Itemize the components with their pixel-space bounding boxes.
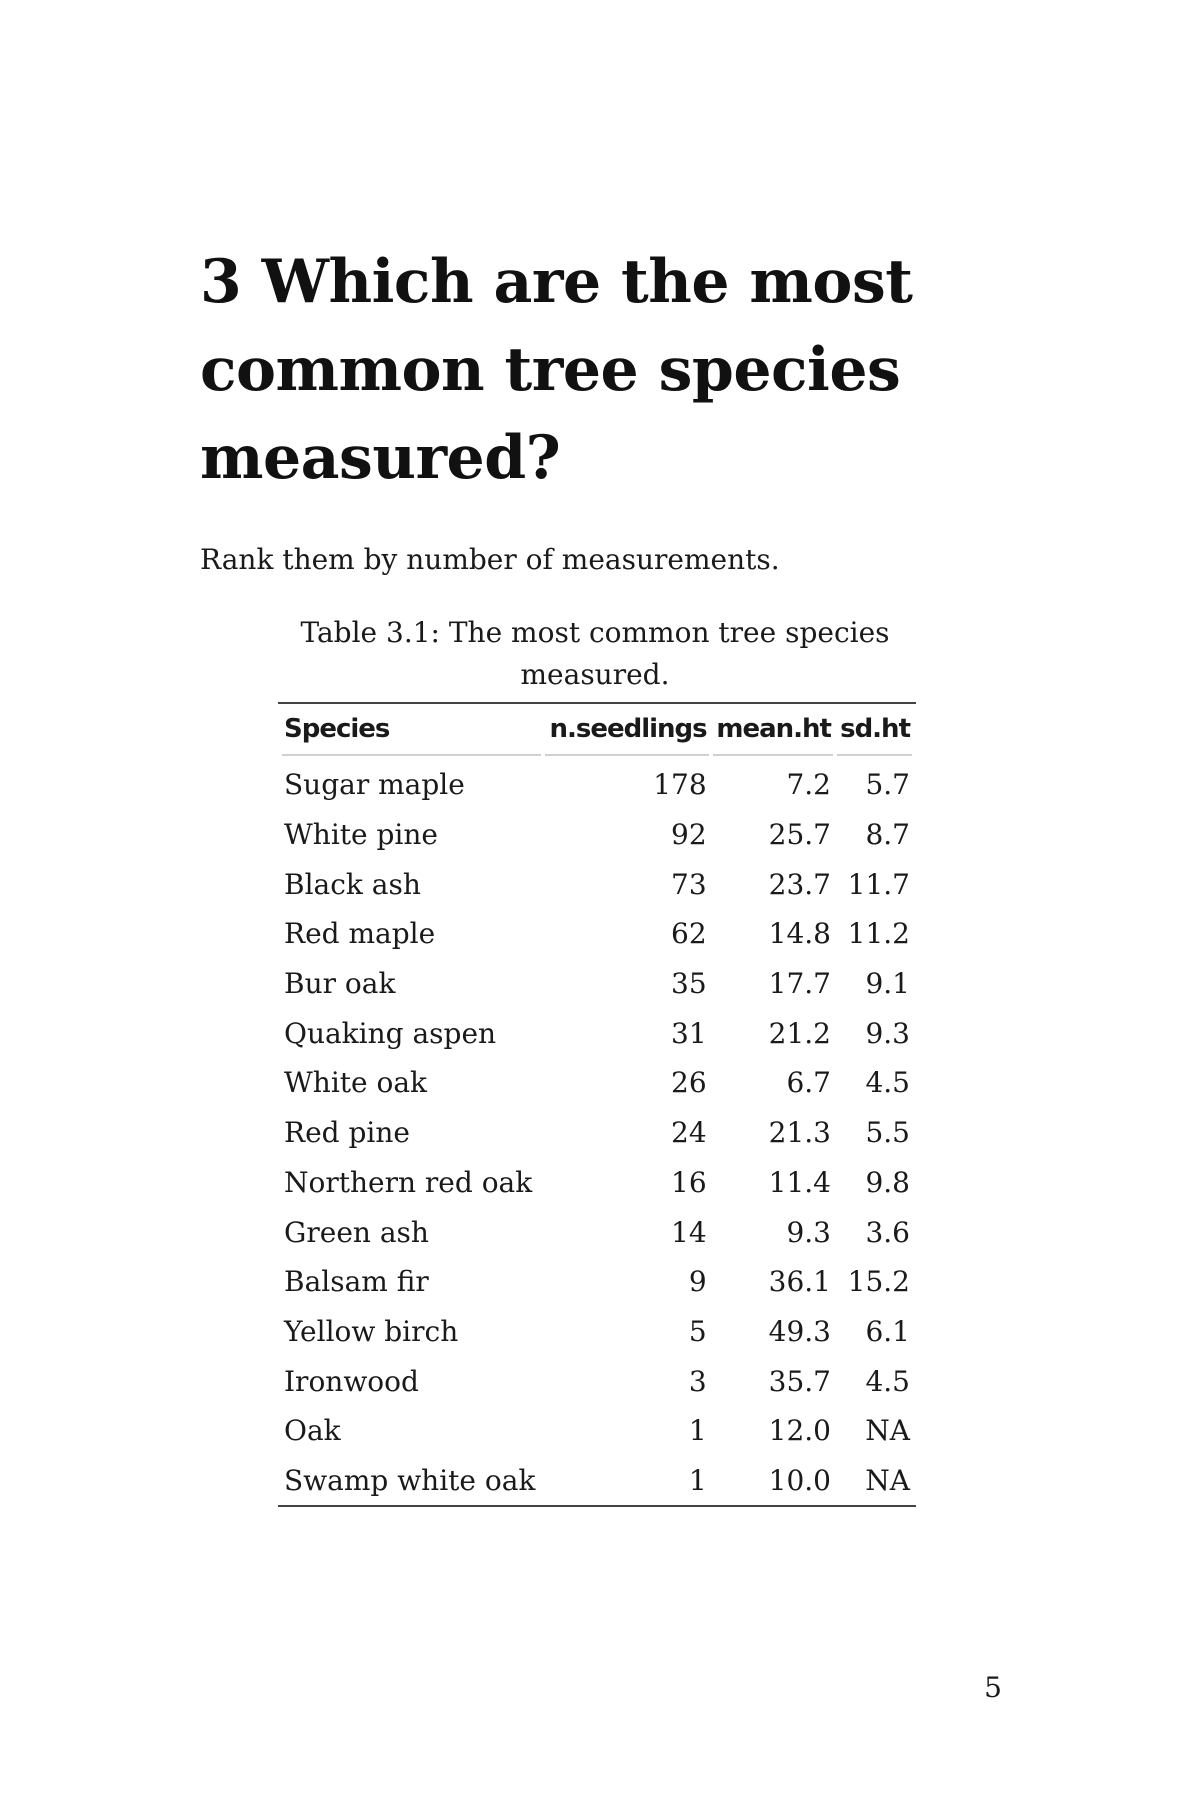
table-row: Red pine 24 21.3 5.5 (282, 1108, 912, 1158)
column-header-mean-ht: mean.ht (712, 704, 833, 756)
mean-ht-cell: 17.7 (768, 967, 831, 1001)
n-seedlings-cell: 5 (688, 1314, 707, 1348)
table-row: Ironwood 3 35.7 4.5 (282, 1356, 912, 1406)
intro-text: Rank them by number of measurements. (200, 543, 780, 576)
sd-ht-cell: NA (865, 1414, 910, 1448)
table-row: Northern red oak 16 11.4 9.8 (282, 1158, 912, 1208)
mean-ht-cell: 21.2 (768, 1016, 831, 1050)
column-header-sd-ht: sd.ht (836, 704, 912, 756)
n-seedlings-cell: 26 (671, 1066, 707, 1100)
sd-ht-cell: 9.1 (865, 967, 910, 1001)
sd-ht-cell: 5.5 (865, 1116, 910, 1150)
sd-ht-cell: 9.3 (865, 1016, 910, 1050)
species-cell: White oak (284, 1066, 428, 1100)
species-table: Species n.seedlings mean.ht sd.ht Sugar … (278, 704, 916, 1505)
species-cell: Red pine (284, 1116, 410, 1150)
sd-ht-cell: 15.2 (847, 1265, 910, 1299)
n-seedlings-cell: 62 (671, 917, 707, 951)
species-cell: White pine (284, 818, 438, 852)
sd-ht-cell: 3.6 (865, 1215, 910, 1249)
table-row: Black ash 73 23.7 11.7 (282, 859, 912, 909)
mean-ht-cell: 23.7 (768, 867, 831, 901)
species-cell: Red maple (284, 917, 436, 951)
n-seedlings-cell: 1 (688, 1463, 707, 1497)
n-seedlings-cell: 92 (671, 818, 707, 852)
sd-ht-cell: 8.7 (865, 818, 910, 852)
sd-ht-cell: 4.5 (865, 1364, 910, 1398)
table-body: Sugar maple 178 7.2 5.7 White pine 92 25.7 8.7 B… (282, 756, 912, 1505)
sd-ht-cell: 9.8 (865, 1165, 910, 1199)
mean-ht-cell: 35.7 (768, 1364, 831, 1398)
species-table-container: Species n.seedlings mean.ht sd.ht Sugar … (278, 702, 916, 1508)
column-header-n-seedlings: n.seedlings (545, 704, 709, 756)
mean-ht-cell: 10.0 (768, 1463, 831, 1497)
n-seedlings-cell: 31 (671, 1016, 707, 1050)
table-row: White oak 26 6.7 4.5 (282, 1058, 912, 1108)
sd-ht-cell: 4.5 (865, 1066, 910, 1100)
n-seedlings-cell: 3 (688, 1364, 707, 1398)
table-row: Oak 1 12.0 NA (282, 1406, 912, 1456)
mean-ht-cell: 25.7 (768, 818, 831, 852)
mean-ht-cell: 12.0 (768, 1414, 831, 1448)
sd-ht-cell: NA (865, 1463, 910, 1497)
table-row: Swamp white oak 1 10.0 NA (282, 1456, 912, 1506)
table-row: White pine 92 25.7 8.7 (282, 810, 912, 860)
table-row: Red maple 62 14.8 11.2 (282, 909, 912, 959)
table-row: Balsam fir 9 36.1 15.2 (282, 1257, 912, 1307)
n-seedlings-cell: 24 (671, 1116, 707, 1150)
n-seedlings-cell: 35 (671, 967, 707, 1001)
sd-ht-cell: 6.1 (865, 1314, 910, 1348)
n-seedlings-cell: 16 (671, 1165, 707, 1199)
species-cell: Bur oak (284, 967, 396, 1001)
mean-ht-cell: 36.1 (768, 1265, 831, 1299)
mean-ht-cell: 6.7 (786, 1066, 831, 1100)
n-seedlings-cell: 73 (671, 867, 707, 901)
page-number: 5 (984, 1671, 1002, 1704)
species-cell: Oak (284, 1414, 341, 1448)
species-cell: Black ash (284, 867, 421, 901)
n-seedlings-cell: 178 (653, 768, 707, 802)
table-row: Yellow birch 5 49.3 6.1 (282, 1307, 912, 1357)
mean-ht-cell: 14.8 (768, 917, 831, 951)
chapter-title: 3 Which are the most common tree species… (200, 247, 913, 493)
species-cell: Balsam fir (284, 1265, 429, 1299)
species-cell: Yellow birch (284, 1314, 459, 1348)
species-cell: Ironwood (284, 1364, 419, 1398)
table-row: Bur oak 35 17.7 9.1 (282, 959, 912, 1009)
mean-ht-cell: 7.2 (786, 768, 831, 802)
table-header-row: Species n.seedlings mean.ht sd.ht (282, 704, 912, 756)
n-seedlings-cell: 1 (688, 1414, 707, 1448)
species-cell: Swamp white oak (284, 1463, 536, 1497)
species-cell: Northern red oak (284, 1165, 533, 1199)
n-seedlings-cell: 14 (671, 1215, 707, 1249)
sd-ht-cell: 5.7 (865, 768, 910, 802)
species-cell: Quaking aspen (284, 1016, 497, 1050)
species-cell: Sugar maple (284, 768, 465, 802)
sd-ht-cell: 11.2 (847, 917, 910, 951)
mean-ht-cell: 9.3 (786, 1215, 831, 1249)
mean-ht-cell: 49.3 (768, 1314, 831, 1348)
sd-ht-cell: 11.7 (847, 867, 910, 901)
table-caption: Table 3.1: The most common tree species … (300, 616, 890, 691)
column-header-species: Species (282, 704, 542, 756)
table-row: Green ash 14 9.3 3.6 (282, 1207, 912, 1257)
table-row: Sugar maple 178 7.2 5.7 (282, 756, 912, 810)
mean-ht-cell: 11.4 (768, 1165, 831, 1199)
table-row: Quaking aspen 31 21.2 9.3 (282, 1008, 912, 1058)
mean-ht-cell: 21.3 (768, 1116, 831, 1150)
n-seedlings-cell: 9 (688, 1265, 707, 1299)
species-cell: Green ash (284, 1215, 429, 1249)
